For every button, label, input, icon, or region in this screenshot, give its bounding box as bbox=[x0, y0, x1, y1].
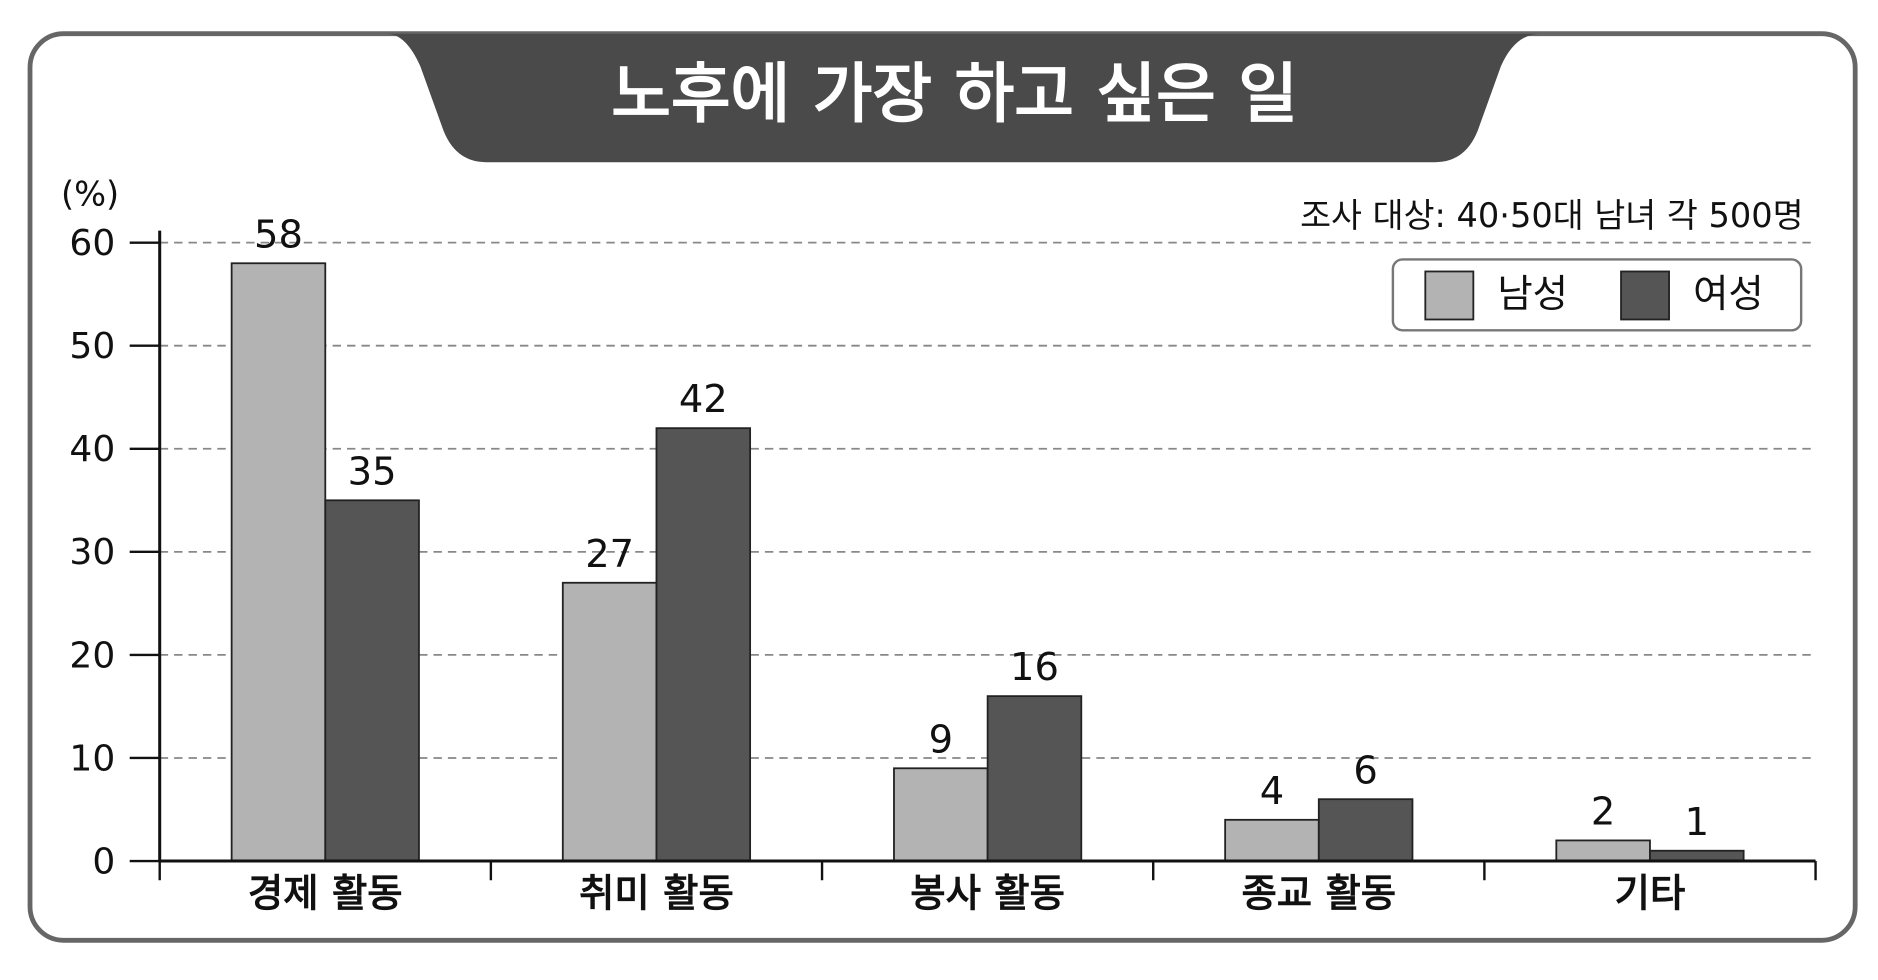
legend-label: 여성 bbox=[1693, 272, 1764, 317]
bar bbox=[230, 262, 327, 862]
data-label: 6 bbox=[1353, 748, 1377, 793]
data-label: 9 bbox=[929, 717, 953, 762]
legend-box bbox=[1391, 258, 1803, 332]
bar bbox=[893, 767, 989, 862]
bar bbox=[1317, 798, 1414, 862]
legend-label: 남성 bbox=[1497, 272, 1568, 317]
x-tick-label: 봉사 활동 bbox=[910, 871, 1065, 916]
legend-swatch bbox=[1620, 270, 1670, 321]
data-label: 4 bbox=[1260, 769, 1284, 814]
bar bbox=[1224, 818, 1320, 862]
bar bbox=[561, 581, 658, 862]
bar bbox=[324, 499, 420, 862]
y-tick-label: 0 bbox=[92, 841, 115, 882]
x-tick-label: 취미 활동 bbox=[579, 871, 734, 916]
y-tick-label: 30 bbox=[69, 532, 115, 573]
chart-title: 노후에 가장 하고 싶은 일 bbox=[611, 57, 1298, 132]
x-tick-label: 경제 활동 bbox=[248, 871, 403, 916]
data-label: 16 bbox=[1010, 645, 1059, 690]
bar bbox=[1649, 849, 1745, 862]
y-tick-label: 10 bbox=[69, 738, 115, 779]
y-tick-label: 20 bbox=[69, 635, 115, 676]
data-label: 58 bbox=[254, 212, 303, 257]
bar bbox=[655, 427, 752, 862]
y-tick-label: 40 bbox=[69, 429, 115, 470]
bar bbox=[986, 695, 1083, 862]
y-tick-label: 50 bbox=[69, 326, 115, 367]
data-label: 2 bbox=[1591, 790, 1615, 835]
data-label: 42 bbox=[679, 377, 728, 422]
data-label: 27 bbox=[585, 532, 634, 577]
title-tab bbox=[386, 33, 1541, 163]
y-tick-label: 60 bbox=[69, 223, 115, 264]
data-label: 1 bbox=[1685, 800, 1709, 845]
legend-swatch bbox=[1424, 270, 1475, 321]
x-tick-label: 종교 활동 bbox=[1241, 871, 1396, 916]
unit-label: (%) bbox=[61, 174, 119, 213]
note: 조사 대상: 40·50대 남녀 각 500명 bbox=[1300, 196, 1803, 235]
x-tick-label: 기타 bbox=[1615, 871, 1686, 916]
data-label: 35 bbox=[348, 449, 397, 494]
bar bbox=[1555, 839, 1651, 862]
